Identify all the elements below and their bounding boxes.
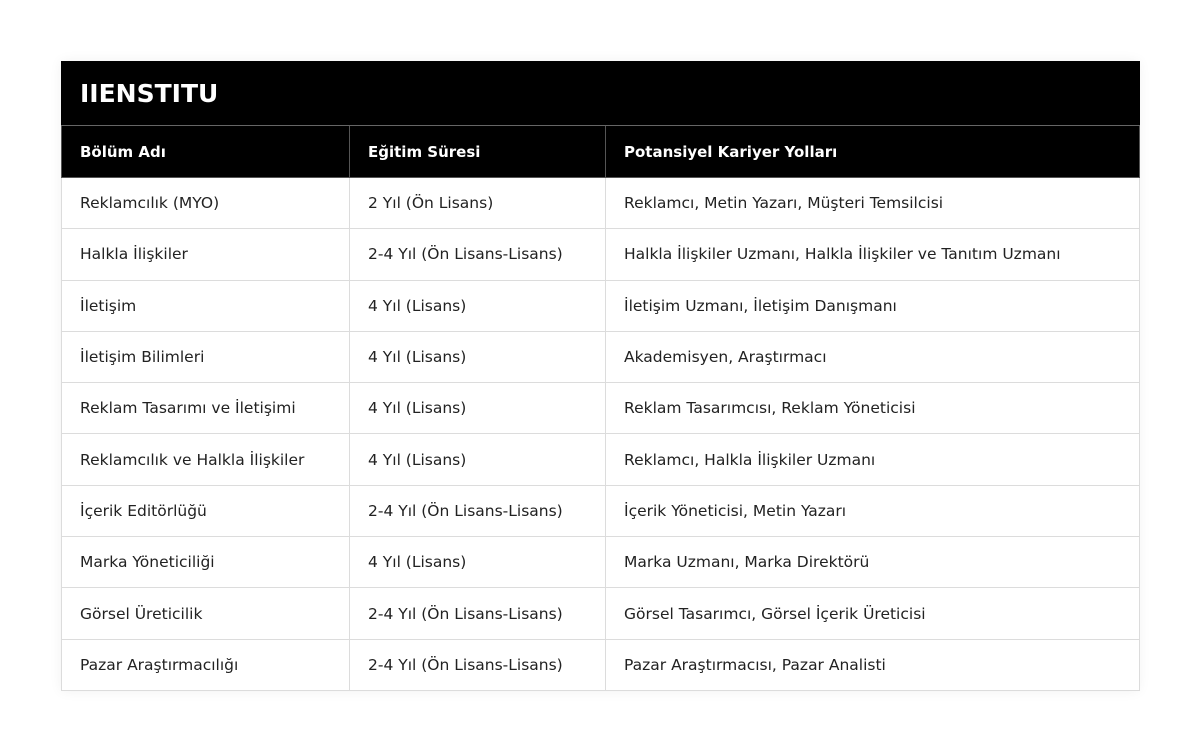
column-header-careers: Potansiyel Kariyer Yolları (604, 125, 1141, 178)
careers-cell: Reklamcı, Metin Yazarı, Müşteri Temsilci… (604, 176, 1141, 230)
table-row: Reklamcılık (MYO) 2 Yıl (Ön Lisans) Reklam… (61, 176, 1141, 230)
table-row: Marka Yöneticiliği 4 Yıl (Lisans) Marka Uz… (61, 536, 1141, 589)
table-header-row: Bölüm Adı Eğitim Süresi Potansiyel Kariy… (61, 125, 1141, 178)
department-cell: Reklamcılık ve Halkla İlişkiler (61, 433, 350, 486)
department-cell: Halkla İlişkiler (61, 228, 350, 281)
career-table-container: IIENSTITU Bölüm Adı Eğitim Süresi Potans… (60, 61, 1141, 691)
table-row: İletişim Bilimleri 4 Yıl (Lisans) Akademis… (61, 330, 1141, 384)
department-cell: İçerik Editörlüğü (61, 484, 350, 538)
careers-cell: Reklamcı, Halkla İlişkiler Uzmanı (604, 433, 1141, 486)
table-row: Halkla İlişkiler 2-4 Yıl (Ön Lisans-Lisan… (61, 228, 1141, 281)
column-header-duration: Eğitim Süresi (349, 125, 606, 178)
table-row: Reklam Tasarımı ve İletişimi 4 Yıl (Lisan… (61, 382, 1141, 435)
department-cell: Pazar Araştırmacılığı (61, 638, 350, 691)
duration-cell: 4 Yıl (Lisans) (349, 536, 606, 589)
department-cell: Görsel Üreticilik (61, 587, 350, 640)
table-row: Reklamcılık ve Halkla İlişkiler 4 Yıl (Li… (61, 433, 1141, 486)
duration-cell: 2-4 Yıl (Ön Lisans-Lisans) (349, 587, 606, 640)
department-cell: İletişim (61, 279, 350, 332)
column-header-department: Bölüm Adı (61, 125, 350, 178)
careers-cell: Halkla İlişkiler Uzmanı, Halkla İlişkile… (604, 228, 1141, 281)
careers-cell: Pazar Araştırmacısı, Pazar Analisti (604, 638, 1141, 691)
department-cell: İletişim Bilimleri (61, 330, 350, 384)
duration-cell: 2 Yıl (Ön Lisans) (349, 176, 606, 230)
table-row: İletişim 4 Yıl (Lisans) İletişim Uzmanı, İ… (61, 279, 1141, 332)
duration-cell: 2-4 Yıl (Ön Lisans-Lisans) (349, 638, 606, 691)
careers-cell: Reklam Tasarımcısı, Reklam Yöneticisi (604, 382, 1141, 435)
careers-cell: Marka Uzmanı, Marka Direktörü (604, 536, 1141, 589)
duration-cell: 4 Yıl (Lisans) (349, 433, 606, 486)
duration-cell: 4 Yıl (Lisans) (349, 382, 606, 435)
table-row: Pazar Araştırmacılığı 2-4 Yıl (Ön Lisans-… (61, 638, 1141, 691)
department-cell: Reklamcılık (MYO) (61, 176, 350, 230)
careers-cell: İçerik Yöneticisi, Metin Yazarı (604, 484, 1141, 538)
table-row: Görsel Üreticilik 2-4 Yıl (Ön Lisans-Lisa… (61, 587, 1141, 640)
duration-cell: 4 Yıl (Lisans) (349, 279, 606, 332)
careers-cell: İletişim Uzmanı, İletişim Danışmanı (604, 279, 1141, 332)
table-row: İçerik Editörlüğü 2-4 Yıl (Ön Lisans-Lisa… (61, 484, 1141, 538)
table-title-row: IIENSTITU (60, 61, 1141, 126)
department-cell: Reklam Tasarımı ve İletişimi (61, 382, 350, 435)
duration-cell: 2-4 Yıl (Ön Lisans-Lisans) (349, 228, 606, 281)
duration-cell: 4 Yıl (Lisans) (349, 330, 606, 384)
careers-cell: Akademisyen, Araştırmacı (604, 330, 1141, 384)
career-table: IIENSTITU Bölüm Adı Eğitim Süresi Potans… (60, 61, 1141, 691)
careers-cell: Görsel Tasarımcı, Görsel İçerik Üreticis… (604, 587, 1141, 640)
table-title: IIENSTITU (60, 61, 1141, 126)
duration-cell: 2-4 Yıl (Ön Lisans-Lisans) (349, 484, 606, 538)
department-cell: Marka Yöneticiliği (61, 536, 350, 589)
